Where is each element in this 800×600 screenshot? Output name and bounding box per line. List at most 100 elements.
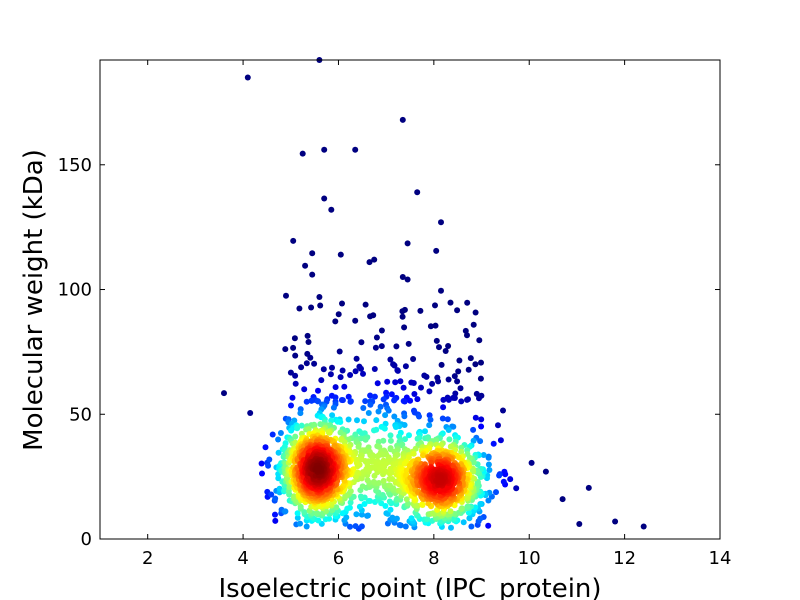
data-point <box>294 510 301 517</box>
data-point <box>385 407 392 414</box>
data-point <box>414 502 421 509</box>
data-point <box>381 425 388 432</box>
data-point <box>464 299 471 306</box>
data-point <box>387 506 394 513</box>
data-point <box>358 511 365 518</box>
data-point <box>414 189 421 196</box>
data-point <box>501 468 508 475</box>
data-point <box>407 397 414 404</box>
data-point <box>445 396 452 403</box>
data-point <box>387 432 394 439</box>
data-point <box>464 332 470 339</box>
data-point <box>345 416 352 423</box>
data-point <box>399 116 406 123</box>
data-point <box>513 485 520 492</box>
data-point <box>386 498 393 505</box>
data-point <box>325 429 332 436</box>
data-point <box>292 433 299 440</box>
data-point <box>436 344 442 351</box>
x-tick-label: 2 <box>142 548 153 569</box>
data-point <box>305 339 312 345</box>
data-point <box>470 426 477 433</box>
data-point <box>265 462 272 469</box>
data-point <box>497 437 504 444</box>
data-point <box>335 311 342 318</box>
data-point <box>347 488 354 495</box>
data-point <box>467 355 474 362</box>
data-point <box>342 493 349 500</box>
data-point <box>477 375 484 382</box>
data-point <box>380 477 387 484</box>
data-point <box>291 335 298 342</box>
data-point <box>314 510 321 517</box>
data-point <box>387 482 393 489</box>
data-point <box>438 474 445 481</box>
data-point <box>377 403 384 410</box>
data-point <box>442 348 449 354</box>
data-point <box>316 294 323 300</box>
data-point <box>496 472 503 479</box>
data-point <box>389 514 396 521</box>
data-point <box>298 364 305 371</box>
plot-frame <box>99 59 721 540</box>
data-point <box>448 524 454 531</box>
data-point <box>339 367 346 374</box>
data-point <box>297 410 304 417</box>
data-point <box>612 518 619 525</box>
data-point <box>329 507 336 514</box>
data-point <box>387 437 394 444</box>
data-point <box>391 362 398 369</box>
data-point <box>258 460 265 467</box>
data-point <box>311 360 318 367</box>
x-ticks: 2 4 6 8 10 12 14 <box>142 60 731 569</box>
data-point <box>362 436 369 443</box>
data-point <box>286 484 293 491</box>
data-point <box>528 459 535 466</box>
data-point <box>303 523 310 530</box>
data-point <box>500 478 507 485</box>
x-tick-label: 8 <box>428 548 439 569</box>
data-point <box>299 150 306 157</box>
data-points <box>221 57 647 532</box>
data-point <box>305 426 312 433</box>
data-point <box>640 523 647 530</box>
data-point <box>470 321 477 328</box>
data-point <box>294 514 301 521</box>
data-point <box>353 511 360 518</box>
data-point <box>435 378 442 385</box>
data-point <box>466 454 473 461</box>
data-point <box>332 394 339 401</box>
data-point <box>371 393 378 400</box>
data-point <box>507 476 514 483</box>
data-point <box>445 427 452 433</box>
data-point <box>427 416 434 423</box>
data-point <box>382 412 389 419</box>
data-point <box>440 396 447 403</box>
data-point <box>391 413 398 420</box>
data-point <box>401 460 408 467</box>
data-point <box>445 376 452 383</box>
x-tick-label: 6 <box>333 548 344 569</box>
data-point <box>472 309 479 316</box>
data-point <box>308 397 315 404</box>
data-point <box>338 397 345 403</box>
data-point <box>290 344 297 351</box>
data-point <box>401 324 408 331</box>
data-point <box>406 432 412 439</box>
y-axis-label: Molecular weight (kDa) <box>19 149 49 451</box>
data-point <box>464 503 471 510</box>
data-point <box>444 416 451 423</box>
data-point <box>478 416 485 423</box>
data-point <box>405 454 412 461</box>
data-point <box>378 343 385 350</box>
data-point <box>301 386 308 393</box>
data-point <box>365 410 372 416</box>
data-point <box>380 437 387 444</box>
data-point <box>485 454 492 461</box>
data-point <box>367 392 374 399</box>
y-tick-label: 50 <box>69 404 92 425</box>
data-point <box>387 356 394 363</box>
data-point <box>432 302 438 309</box>
data-point <box>447 443 454 450</box>
